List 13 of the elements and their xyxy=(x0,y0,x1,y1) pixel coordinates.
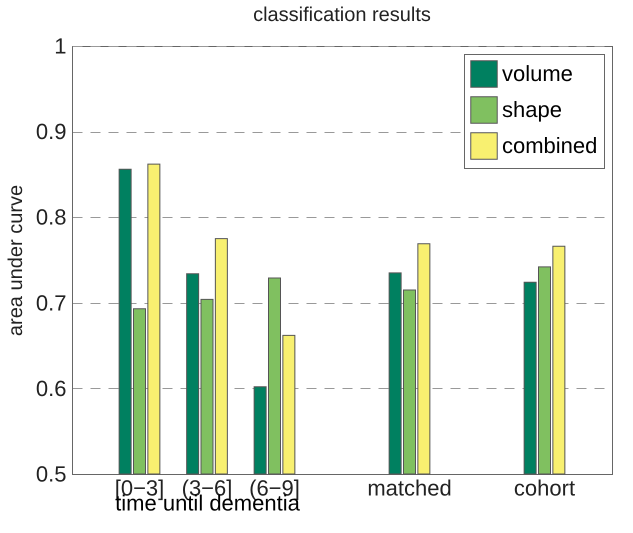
y-tick-label: 0.5 xyxy=(36,462,66,486)
y-tick-label: 1 xyxy=(54,34,66,58)
y-tick-label: 0.7 xyxy=(36,290,66,316)
y-tick-label: 0.8 xyxy=(36,204,66,230)
legend-label: combined xyxy=(502,133,598,158)
y-tick-label: 0.9 xyxy=(36,119,66,144)
legend-label: volume xyxy=(502,61,573,86)
legend-label: shape xyxy=(502,97,562,122)
x-tick-label: matched xyxy=(367,476,452,500)
y-axis-title: area under curve xyxy=(4,184,27,336)
y-tick-label: 0.6 xyxy=(36,376,66,401)
x-tick-label: cohort xyxy=(514,476,576,500)
chart-title: classification results xyxy=(253,4,431,26)
